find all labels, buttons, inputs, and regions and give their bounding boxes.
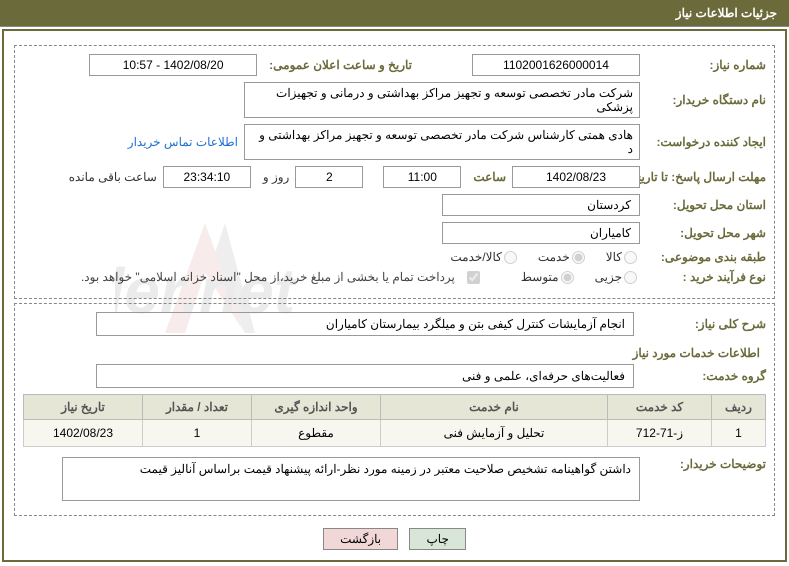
countdown: 23:34:10 bbox=[163, 166, 251, 188]
page-title: جزئیات اطلاعات نیاز bbox=[0, 0, 789, 27]
proc-medium-radio bbox=[561, 271, 574, 284]
proc-minor-label: جزیی bbox=[595, 270, 622, 284]
need-no-label: شماره نیاز: bbox=[640, 58, 766, 72]
cat-goods-service-radio bbox=[504, 251, 517, 264]
time-label: ساعت bbox=[467, 170, 506, 184]
requester-label: ایجاد کننده درخواست: bbox=[640, 135, 766, 149]
announce-label: تاریخ و ساعت اعلان عمومی: bbox=[263, 58, 412, 72]
buyer-note-label: توضیحات خریدار: bbox=[640, 457, 766, 471]
deadline-label: مهلت ارسال پاسخ: تا تاریخ: bbox=[640, 170, 766, 184]
services-table: ردیف کد خدمت نام خدمت واحد اندازه گیری ت… bbox=[23, 394, 766, 447]
td-row: 1 bbox=[712, 420, 766, 447]
service-group-value: فعالیت‌های حرفه‌ای، علمی و فنی bbox=[96, 364, 634, 388]
requester-value: هادی همتی کارشناس شرکت مادر تخصصی توسعه … bbox=[244, 124, 640, 160]
table-row: 1 ز-71-712 تحلیل و آزمایش فنی مقطوع 1 14… bbox=[24, 420, 766, 447]
td-code: ز-71-712 bbox=[608, 420, 712, 447]
need-desc-value: انجام آزمایشات کنترل کیفی بتن و میلگرد ب… bbox=[96, 312, 634, 336]
city-label: شهر محل تحویل: bbox=[640, 226, 766, 240]
deadline-time: 11:00 bbox=[383, 166, 461, 188]
th-name: نام خدمت bbox=[381, 395, 608, 420]
days-and-label: روز و bbox=[257, 170, 290, 184]
payment-note: پرداخت تمام یا بخشی از مبلغ خرید،از محل … bbox=[81, 270, 455, 284]
services-section-title: اطلاعات خدمات مورد نیاز bbox=[23, 346, 760, 360]
proc-medium-label: متوسط bbox=[521, 270, 559, 284]
cat-service-label: خدمت bbox=[538, 250, 570, 264]
need-no-value: 1102001626000014 bbox=[472, 54, 640, 76]
cat-service-radio bbox=[572, 251, 585, 264]
announce-value: 1402/08/20 - 10:57 bbox=[89, 54, 257, 76]
cat-goods-service-label: کالا/خدمت bbox=[450, 250, 501, 264]
buyer-org-label: نام دستگاه خریدار: bbox=[640, 93, 766, 107]
need-fieldset: شرح کلی نیاز: انجام آزمایشات کنترل کیفی … bbox=[14, 303, 775, 516]
days-remaining: 2 bbox=[295, 166, 363, 188]
th-date: تاریخ نیاز bbox=[24, 395, 143, 420]
th-code: کد خدمت bbox=[608, 395, 712, 420]
buyer-note-value: داشتن گواهینامه تشخیص صلاحیت معتبر در زم… bbox=[62, 457, 640, 501]
td-date: 1402/08/23 bbox=[24, 420, 143, 447]
province-value: کردستان bbox=[442, 194, 640, 216]
th-row: ردیف bbox=[712, 395, 766, 420]
buyer-org-value: شرکت مادر تخصصی توسعه و تجهیز مراکز بهدا… bbox=[244, 82, 640, 118]
proc-minor-radio bbox=[624, 271, 637, 284]
td-unit: مقطوع bbox=[252, 420, 381, 447]
cat-goods-label: کالا bbox=[606, 250, 622, 264]
buyer-contact-link[interactable]: اطلاعات تماس خریدار bbox=[128, 135, 238, 149]
th-qty: تعداد / مقدار bbox=[143, 395, 252, 420]
td-qty: 1 bbox=[143, 420, 252, 447]
process-label: نوع فرآیند خرید : bbox=[640, 270, 766, 284]
city-value: کامیاران bbox=[442, 222, 640, 244]
td-name: تحلیل و آزمایش فنی bbox=[381, 420, 608, 447]
need-desc-label: شرح کلی نیاز: bbox=[640, 317, 766, 331]
table-header-row: ردیف کد خدمت نام خدمت واحد اندازه گیری ت… bbox=[24, 395, 766, 420]
remaining-label: ساعت باقی مانده bbox=[63, 170, 157, 184]
province-label: استان محل تحویل: bbox=[640, 198, 766, 212]
info-fieldset: شماره نیاز: 1102001626000014 تاریخ و ساع… bbox=[14, 45, 775, 299]
print-button[interactable]: چاپ bbox=[409, 528, 465, 550]
category-label: طبقه بندی موضوعی: bbox=[640, 250, 766, 264]
service-group-label: گروه خدمت: bbox=[640, 369, 766, 383]
payment-checkbox bbox=[467, 271, 480, 284]
deadline-date: 1402/08/23 bbox=[512, 166, 640, 188]
th-unit: واحد اندازه گیری bbox=[252, 395, 381, 420]
back-button[interactable]: بازگشت bbox=[323, 528, 398, 550]
cat-goods-radio bbox=[624, 251, 637, 264]
main-frame: شماره نیاز: 1102001626000014 تاریخ و ساع… bbox=[2, 29, 787, 562]
